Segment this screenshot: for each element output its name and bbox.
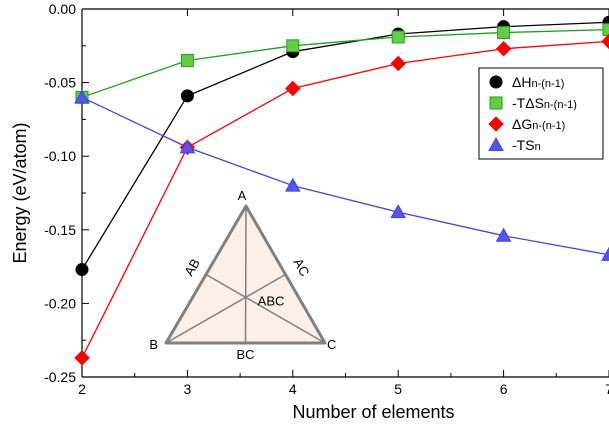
data-point: [285, 80, 301, 97]
y-tick-label: -0.25: [44, 369, 76, 385]
x-tick-label: 6: [500, 381, 508, 397]
legend-label-main: -TΔS: [512, 95, 544, 111]
series-triangle: [74, 89, 609, 261]
data-point: [179, 139, 196, 154]
legend-label-sub: n-(n-1): [532, 120, 565, 132]
x-tick-label: 5: [394, 381, 402, 397]
legend-label-main: ΔG: [512, 116, 532, 132]
series-line: [81, 28, 609, 98]
center-label-abc: ABC: [258, 293, 285, 308]
y-tick-label: -0.15: [44, 222, 76, 238]
legend-marker: [489, 75, 503, 89]
y-axis-title: Energy (eV/atom): [10, 122, 30, 263]
legend-marker: [489, 96, 503, 110]
x-axis-title: Number of elements: [292, 402, 454, 422]
x-tick-label: 2: [78, 381, 86, 397]
legend-label: ΔHn-(n-1): [512, 74, 564, 90]
edge-label-ab: AB: [181, 256, 203, 279]
vertex-label: A: [238, 188, 247, 203]
axes: 2 3 4 5 6 7 0.00 -0.05 -0.10 -0.15 -0.20 -0.25 Numbe…: [10, 1, 609, 422]
ternary-median: [165, 273, 286, 344]
legend-label: -TSn: [512, 137, 541, 153]
y-tick-label: -0.10: [44, 148, 76, 164]
legend-label-sub: n: [535, 141, 541, 153]
data-point: [75, 263, 89, 277]
series-line: [81, 96, 609, 256]
data-point: [74, 350, 90, 366]
vertex-label: C: [327, 337, 336, 352]
legend-label-main: ΔH: [512, 74, 531, 90]
data-point: [284, 177, 301, 192]
data-point: [286, 39, 300, 53]
legend-label-main: -TS: [512, 137, 535, 153]
data-point: [495, 41, 512, 57]
series-line: [81, 21, 609, 270]
legend-marker: [488, 116, 504, 132]
y-tick-label: -0.05: [44, 75, 76, 91]
x-tick-label: 4: [289, 381, 297, 397]
y-tick-label: 0.00: [49, 1, 76, 17]
legend-label-sub: n-(n-1): [544, 99, 577, 111]
edge-label-ac: AC: [290, 256, 312, 279]
x-tick-label: 3: [184, 381, 192, 397]
vertex-label: B: [149, 337, 158, 352]
y-tick-label: -0.20: [44, 295, 76, 311]
data-point: [601, 246, 609, 261]
series-square: [75, 23, 609, 104]
data-point: [391, 30, 405, 44]
data-point: [497, 26, 511, 40]
legend: ΔHn-(n-1)-TΔSn-(n-1)ΔGn-(n-1)-TSn: [478, 67, 604, 160]
x-tick-label: 7: [605, 381, 609, 397]
data-point: [601, 33, 609, 50]
data-point: [74, 89, 90, 104]
series-layer: [74, 15, 609, 366]
data-point: [180, 89, 194, 103]
legend-label: ΔGn-(n-1): [512, 116, 565, 132]
data-point: [390, 204, 407, 219]
data-point: [495, 227, 512, 242]
data-point: [180, 54, 194, 68]
series-line: [81, 40, 609, 359]
data-point: [602, 23, 609, 37]
ternary-median: [244, 205, 247, 344]
legend-marker: [488, 136, 504, 151]
ternary-median: [205, 273, 326, 344]
data-point: [390, 55, 406, 72]
legend-label-sub: n-(n-1): [531, 78, 564, 90]
edge-label-bc: BC: [236, 347, 254, 362]
legend-label: -TΔSn-(n-1): [512, 95, 577, 111]
